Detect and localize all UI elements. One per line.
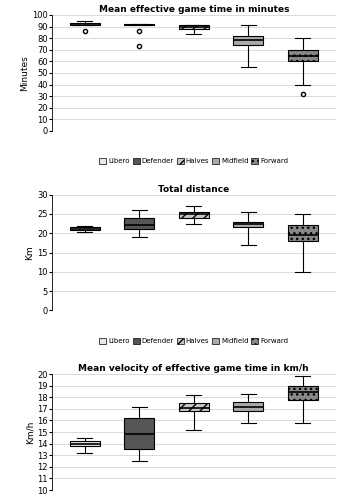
PathPatch shape — [233, 222, 263, 228]
PathPatch shape — [124, 218, 154, 230]
PathPatch shape — [288, 50, 318, 62]
Y-axis label: Km/h: Km/h — [25, 420, 34, 444]
PathPatch shape — [124, 24, 154, 25]
PathPatch shape — [288, 386, 318, 400]
Legend: Libero, Defender, Halves, Midfield, Forward: Libero, Defender, Halves, Midfield, Forw… — [99, 338, 288, 344]
Y-axis label: Minutes: Minutes — [20, 55, 29, 91]
PathPatch shape — [179, 26, 209, 29]
Y-axis label: Km: Km — [25, 245, 34, 260]
PathPatch shape — [124, 418, 154, 450]
PathPatch shape — [233, 36, 263, 45]
PathPatch shape — [179, 403, 209, 411]
Title: Mean effective game time in minutes: Mean effective game time in minutes — [99, 5, 289, 14]
PathPatch shape — [288, 226, 318, 241]
PathPatch shape — [233, 402, 263, 411]
Title: Total distance: Total distance — [158, 185, 229, 194]
Legend: Libero, Defender, Halves, Midfield, Forward: Libero, Defender, Halves, Midfield, Forw… — [99, 158, 288, 164]
PathPatch shape — [179, 212, 209, 218]
PathPatch shape — [70, 23, 100, 26]
PathPatch shape — [70, 442, 100, 446]
Title: Mean velocity of effective game time in km/h: Mean velocity of effective game time in … — [79, 364, 309, 374]
PathPatch shape — [70, 228, 100, 230]
